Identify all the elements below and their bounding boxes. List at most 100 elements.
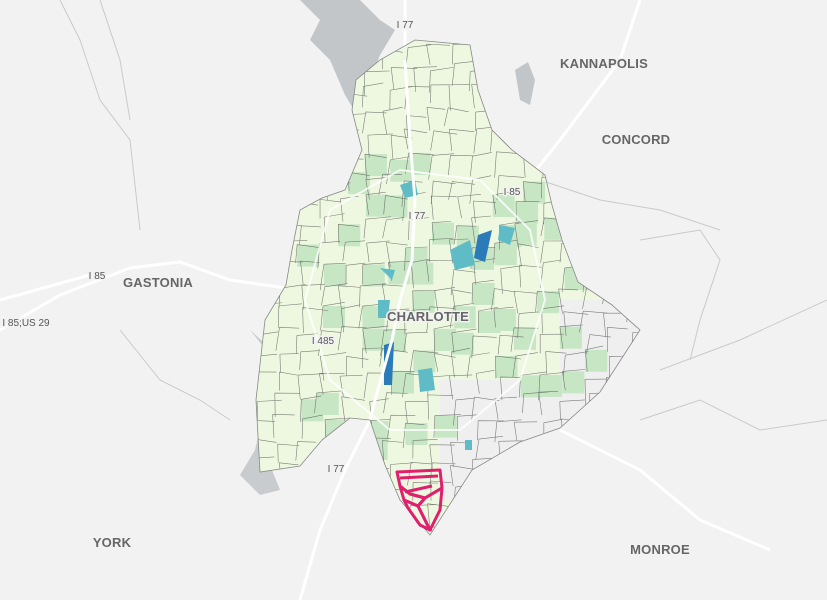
tract-mid[interactable] xyxy=(472,282,495,305)
tract-mid[interactable] xyxy=(316,392,339,415)
tract-mid[interactable] xyxy=(322,305,345,328)
tract-boundary xyxy=(363,216,392,239)
tract-mid[interactable] xyxy=(567,216,590,239)
tract-boundary xyxy=(457,414,479,441)
tract-mid[interactable] xyxy=(405,423,428,446)
tract-boundary xyxy=(607,327,628,352)
tract-mid[interactable] xyxy=(539,374,562,397)
tract-boundary xyxy=(605,261,633,289)
tract-mid[interactable] xyxy=(495,356,518,379)
tract-boundary xyxy=(490,504,519,531)
tract-mid[interactable] xyxy=(364,154,387,177)
tract-high-5[interactable] xyxy=(380,268,395,280)
tract-mid[interactable] xyxy=(537,291,560,314)
tract-mid[interactable] xyxy=(391,371,414,394)
tract-mid[interactable] xyxy=(493,308,516,331)
tract-boundary xyxy=(560,482,584,507)
tract-mid[interactable] xyxy=(494,243,517,266)
tract-mid[interactable] xyxy=(559,326,582,349)
tract-high-6[interactable] xyxy=(465,440,472,450)
tract-mid[interactable] xyxy=(453,306,476,329)
tract-boundary xyxy=(605,88,632,114)
tract-boundary xyxy=(493,306,514,328)
tract-boundary xyxy=(539,42,562,68)
label-concord: CONCORD xyxy=(602,132,671,147)
tract-boundary xyxy=(494,419,522,443)
tract-boundary xyxy=(450,269,476,296)
tract-boundary xyxy=(279,353,299,373)
tract-mid[interactable] xyxy=(584,268,607,291)
tract-boundary xyxy=(471,215,492,244)
tract-boundary xyxy=(280,43,303,70)
tract-mid[interactable] xyxy=(451,332,474,355)
tract-mid[interactable] xyxy=(562,371,585,394)
tract-boundary xyxy=(492,479,515,500)
tract-mid[interactable] xyxy=(432,222,455,245)
tract-boundary xyxy=(256,216,271,242)
tract-mid[interactable] xyxy=(411,262,434,285)
tract-mid[interactable] xyxy=(492,195,515,218)
tract-boundary xyxy=(589,199,612,219)
tract-max-2[interactable] xyxy=(384,342,394,385)
tract-mid[interactable] xyxy=(434,415,457,438)
tract-boundary xyxy=(362,325,389,354)
tract-boundary xyxy=(256,284,274,307)
tract-mid[interactable] xyxy=(412,290,435,313)
tract-boundary xyxy=(256,529,274,535)
county-tracts[interactable] xyxy=(249,37,677,559)
tract-boundary xyxy=(256,456,275,484)
tract-mid[interactable] xyxy=(413,350,436,373)
tract-boundary xyxy=(494,69,515,91)
tract-boundary xyxy=(453,397,475,426)
tract-boundary xyxy=(295,441,317,461)
tract-boundary xyxy=(495,529,519,535)
tract-mid[interactable] xyxy=(362,328,385,351)
tract-mid[interactable] xyxy=(433,328,456,351)
tract-boundary xyxy=(584,345,604,372)
tract-boundary xyxy=(382,510,402,534)
tract-mid[interactable] xyxy=(365,194,388,217)
tract-boundary xyxy=(603,526,629,535)
tract-boundary xyxy=(386,156,410,185)
label-i77-south: I 77 xyxy=(328,464,345,475)
tract-high-2[interactable] xyxy=(450,240,475,270)
tract-high-3[interactable] xyxy=(498,225,515,245)
tract-mid[interactable] xyxy=(585,349,608,372)
tract-mid[interactable] xyxy=(323,264,346,287)
tract-boundary xyxy=(446,533,474,535)
tract-mid[interactable] xyxy=(347,172,370,195)
tract-boundary xyxy=(562,369,586,391)
tract-mid[interactable] xyxy=(362,264,385,287)
tract-mid[interactable] xyxy=(516,201,539,224)
tract-boundary xyxy=(382,106,403,135)
tract-boundary xyxy=(495,461,520,489)
tract-boundary xyxy=(628,179,640,203)
tract-boundary xyxy=(428,153,455,180)
road-labels: I 77 I 77 I 85 I 85 I 85;US 29 I 485 I 7… xyxy=(1,19,522,477)
tract-boundary xyxy=(275,326,300,351)
tract-boundary xyxy=(648,332,670,355)
tract-mid[interactable] xyxy=(520,375,543,398)
tract-boundary xyxy=(602,281,632,305)
tract-high-4[interactable] xyxy=(418,368,435,392)
tract-boundary xyxy=(471,524,493,535)
tract-mid[interactable] xyxy=(523,181,546,204)
tract-boundary xyxy=(361,526,381,535)
tract-mid[interactable] xyxy=(338,224,361,247)
tract-mid[interactable] xyxy=(544,217,567,240)
tract-max-1[interactable] xyxy=(474,230,492,262)
tract-boundary xyxy=(648,63,672,83)
tract-boundary xyxy=(299,88,319,114)
tract-boundary xyxy=(413,66,437,92)
tract-boundary xyxy=(495,355,522,379)
tract-boundary xyxy=(471,279,494,303)
tract-boundary xyxy=(426,43,450,65)
tract-boundary xyxy=(649,290,672,309)
tract-boundary xyxy=(496,175,525,200)
tract-high-7[interactable] xyxy=(378,300,390,318)
selected-tracts[interactable] xyxy=(395,468,444,532)
tract-mid[interactable] xyxy=(385,195,408,218)
tract-mid[interactable] xyxy=(408,152,431,175)
label-i77-north: I 77 xyxy=(397,20,414,31)
